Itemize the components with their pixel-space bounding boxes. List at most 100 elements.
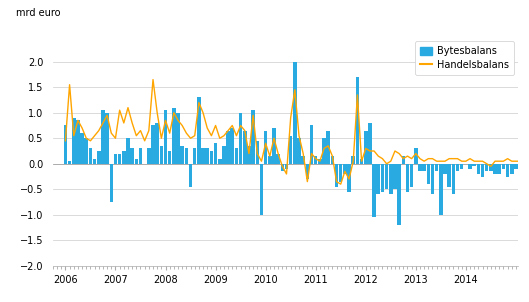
Bar [243, 130, 247, 164]
Bar [110, 164, 113, 202]
Bar [280, 164, 284, 172]
Bar [472, 164, 476, 166]
Bar [360, 159, 363, 164]
Bar [364, 130, 368, 164]
Bar [397, 164, 401, 225]
Bar [272, 128, 276, 164]
Bar [518, 164, 522, 174]
Bar [523, 164, 526, 192]
Bar [302, 156, 305, 164]
Bar [426, 164, 430, 184]
Bar [197, 98, 200, 164]
Bar [310, 126, 313, 164]
Bar [193, 149, 196, 164]
Bar [164, 110, 167, 164]
Bar [147, 149, 151, 164]
Bar [293, 62, 297, 164]
Bar [176, 113, 180, 164]
Bar [318, 159, 322, 164]
Bar [222, 146, 226, 164]
Bar [348, 164, 351, 192]
Bar [114, 153, 117, 164]
Bar [406, 164, 409, 192]
Bar [477, 164, 480, 174]
Bar [443, 164, 447, 174]
Bar [510, 164, 514, 174]
Bar [122, 151, 125, 164]
Bar [372, 164, 376, 217]
Text: mrd euro: mrd euro [16, 8, 60, 18]
Bar [322, 138, 326, 164]
Bar [105, 113, 109, 164]
Bar [118, 153, 122, 164]
Bar [251, 110, 255, 164]
Bar [189, 164, 193, 187]
Bar [393, 164, 397, 189]
Bar [256, 141, 259, 164]
Bar [205, 149, 209, 164]
Bar [493, 164, 497, 174]
Bar [126, 138, 130, 164]
Bar [422, 164, 426, 172]
Bar [68, 161, 71, 164]
Bar [202, 149, 205, 164]
Bar [326, 130, 330, 164]
Bar [289, 136, 293, 164]
Bar [268, 156, 271, 164]
Bar [514, 164, 518, 169]
Bar [139, 149, 142, 164]
Bar [501, 164, 505, 169]
Bar [435, 164, 439, 172]
Bar [80, 133, 84, 164]
Bar [385, 164, 388, 189]
Bar [247, 146, 251, 164]
Bar [439, 164, 443, 215]
Legend: Bytesbalans, Handelsbalans: Bytesbalans, Handelsbalans [415, 41, 514, 75]
Bar [72, 118, 76, 164]
Bar [260, 164, 263, 215]
Bar [389, 164, 393, 194]
Bar [381, 164, 384, 192]
Bar [460, 164, 463, 169]
Bar [306, 164, 309, 179]
Bar [185, 149, 188, 164]
Bar [276, 153, 280, 164]
Bar [297, 138, 301, 164]
Bar [218, 159, 222, 164]
Bar [377, 164, 380, 194]
Bar [489, 164, 492, 172]
Bar [239, 113, 242, 164]
Bar [355, 77, 359, 164]
Bar [351, 156, 355, 164]
Bar [85, 138, 88, 164]
Bar [497, 164, 501, 174]
Bar [235, 149, 238, 164]
Bar [448, 164, 451, 187]
Bar [151, 126, 155, 164]
Bar [339, 164, 342, 182]
Bar [168, 151, 171, 164]
Bar [331, 156, 334, 164]
Bar [63, 126, 67, 164]
Bar [431, 164, 434, 194]
Bar [93, 159, 96, 164]
Bar [452, 164, 455, 194]
Bar [481, 164, 485, 176]
Bar [130, 149, 134, 164]
Bar [172, 108, 176, 164]
Bar [335, 164, 339, 187]
Bar [209, 151, 213, 164]
Bar [402, 156, 405, 164]
Bar [180, 146, 184, 164]
Bar [456, 164, 459, 172]
Bar [285, 164, 288, 169]
Bar [343, 164, 346, 174]
Bar [485, 164, 488, 172]
Bar [214, 143, 217, 164]
Bar [89, 149, 92, 164]
Bar [97, 151, 101, 164]
Bar [410, 164, 413, 187]
Bar [506, 164, 509, 176]
Bar [156, 123, 159, 164]
Bar [226, 130, 230, 164]
